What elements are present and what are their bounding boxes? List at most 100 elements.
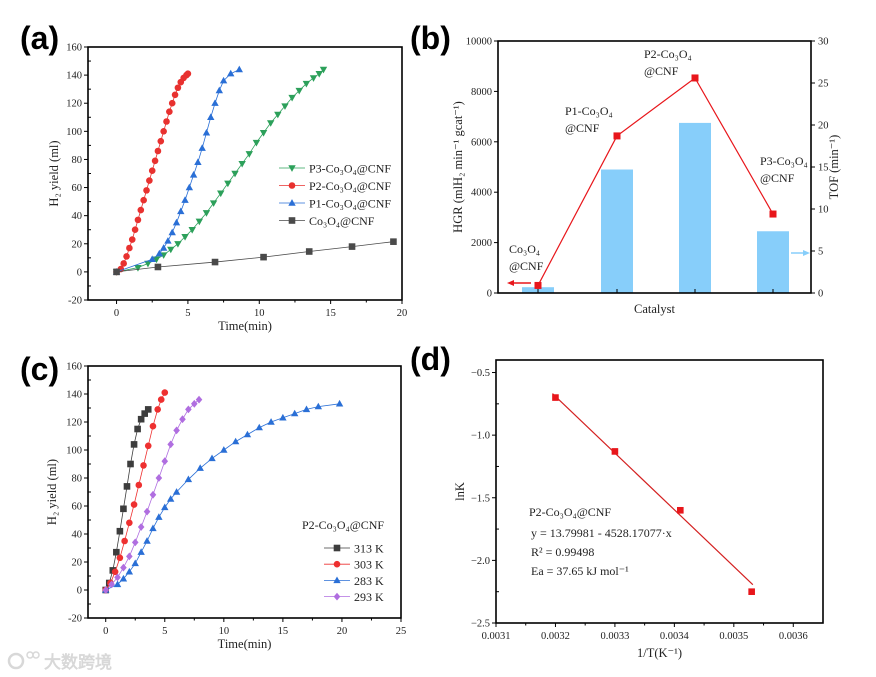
y-tick-label: 80 [72,474,83,485]
y2-tick-label: 10 [818,205,829,216]
marker-triangle-down [288,94,296,102]
legend-item: 303 K [324,558,384,572]
y-tick-label: −2.5 [471,619,490,630]
category-label-line1: P3-Co₃O₄ [760,154,808,168]
marker-triangle-up [194,158,202,165]
marker-triangle-up [181,196,189,203]
y-tick-label: 20 [72,558,83,569]
marker-triangle-up [148,255,156,262]
marker-square [154,263,162,271]
x-tick-label: 5 [162,626,167,637]
y2-tick-label: 5 [818,247,823,258]
marker-triangle-up [159,244,168,251]
marker-triangle-down [188,227,196,234]
legend-item: P1-Co₃O₄@CNF [279,197,391,211]
y-tick-label: 140 [66,71,82,82]
marker-triangle-down [181,234,189,241]
y2-tick-label: 25 [818,79,829,90]
marker-circle [137,206,145,214]
marker-square [127,460,134,468]
marker-triangle-up [255,423,263,431]
arrow-head-left-icon [507,280,514,286]
legend-label: 303 K [354,558,384,572]
panel-label-c: (c) [20,351,59,387]
y-tick-label: 0 [77,267,82,278]
legend-label: P2-Co₃O₄@CNF [309,179,391,193]
x-axis-title: Time(min) [218,319,272,333]
marker-circle [174,84,182,92]
y-tick-label: 120 [66,99,82,110]
marker-diamond [161,457,169,466]
marker-diamond [102,586,110,594]
y-tick-label: 40 [72,530,83,541]
marker-triangle-down [252,139,261,147]
marker-diamond [333,592,341,601]
marker-triangle-up [208,454,216,462]
marker-circle [160,128,167,135]
y-tick-label: 6000 [471,137,492,148]
marker-triangle-up [267,418,275,425]
y-tick-label: 120 [66,418,82,429]
marker-circle [288,182,296,189]
marker-triangle-up [131,559,139,567]
panel-c-chart: 0 5 10 15 20 25 -20 0 20 40 60 80 100 120 140 160 Time(m… [45,362,406,652]
marker-triangle-down [209,200,218,207]
legend-item: Co₃O₄@CNF [279,214,375,228]
marker-triangle-down [319,66,328,74]
y-tick-label: 60 [72,183,83,194]
marker-triangle-up [335,399,344,407]
x-tick-label: 20 [337,626,348,637]
panel-a-chart: 0 5 10 15 20 -20 0 20 40 60 80 100 120 140 160 Time(min… [47,43,407,334]
marker-square [123,483,131,490]
y2-axis-title: TOF (min⁻¹) [827,135,841,200]
y2-tick-label: 20 [818,121,829,132]
marker-diamond [143,507,151,516]
marker-diamond [167,440,174,449]
y-tick-label: 140 [66,390,82,401]
marker-triangle-up [235,65,243,73]
watermark-text: 大数跨境 [44,652,112,672]
marker-triangle-up [227,69,235,77]
legend-label: P1-Co₃O₄@CNF [309,197,391,211]
y-tick-label: 60 [72,502,83,513]
marker-circle [154,406,161,413]
marker-triangle-up [155,249,164,257]
marker-triangle-down [266,120,275,127]
marker-circle [126,519,133,527]
marker-circle [333,560,341,568]
arrow-head-right-icon [803,250,810,256]
y2-tick-label: 30 [818,37,829,48]
panel-label-b: (b) [410,20,451,56]
fit-line [552,393,754,586]
y-tick-label: 160 [66,43,82,54]
y-tick-label: −1.0 [471,431,490,442]
marker-triangle-up [198,144,206,151]
marker-square [113,268,120,276]
panel-label-d: (d) [410,341,451,377]
x-tick-label: 0 [103,626,108,637]
marker-triangle-down [159,252,168,259]
marker-triangle-up [215,86,224,94]
y2-tick-label: 0 [818,289,823,300]
marker-triangle-up [302,405,311,413]
marker-square [691,74,699,82]
marker-triangle-up [288,199,296,206]
marker-diamond [137,523,145,531]
marker-triangle-down [259,130,268,137]
marker-triangle-up [333,576,341,584]
marker-triangle-down [309,75,318,82]
category-label-line1: P1-Co₃O₄ [565,104,613,118]
x-tick-label: 0 [114,308,119,319]
marker-circle [171,91,179,99]
marker-square [748,588,755,595]
legend-label: P3-Co₃O₄@CNF [309,162,391,176]
x-axis-title: Time(min) [218,637,272,651]
category-label-line2: @CNF [509,259,544,273]
marker-diamond [195,395,203,404]
marker-circle [149,422,157,430]
x-tick-label: 0.0033 [600,631,629,642]
watermark-logo: 大数跨境 [7,651,112,672]
y-tick-label: 0 [77,586,82,597]
marker-triangle-down [195,218,204,226]
marker-circle [143,187,150,194]
